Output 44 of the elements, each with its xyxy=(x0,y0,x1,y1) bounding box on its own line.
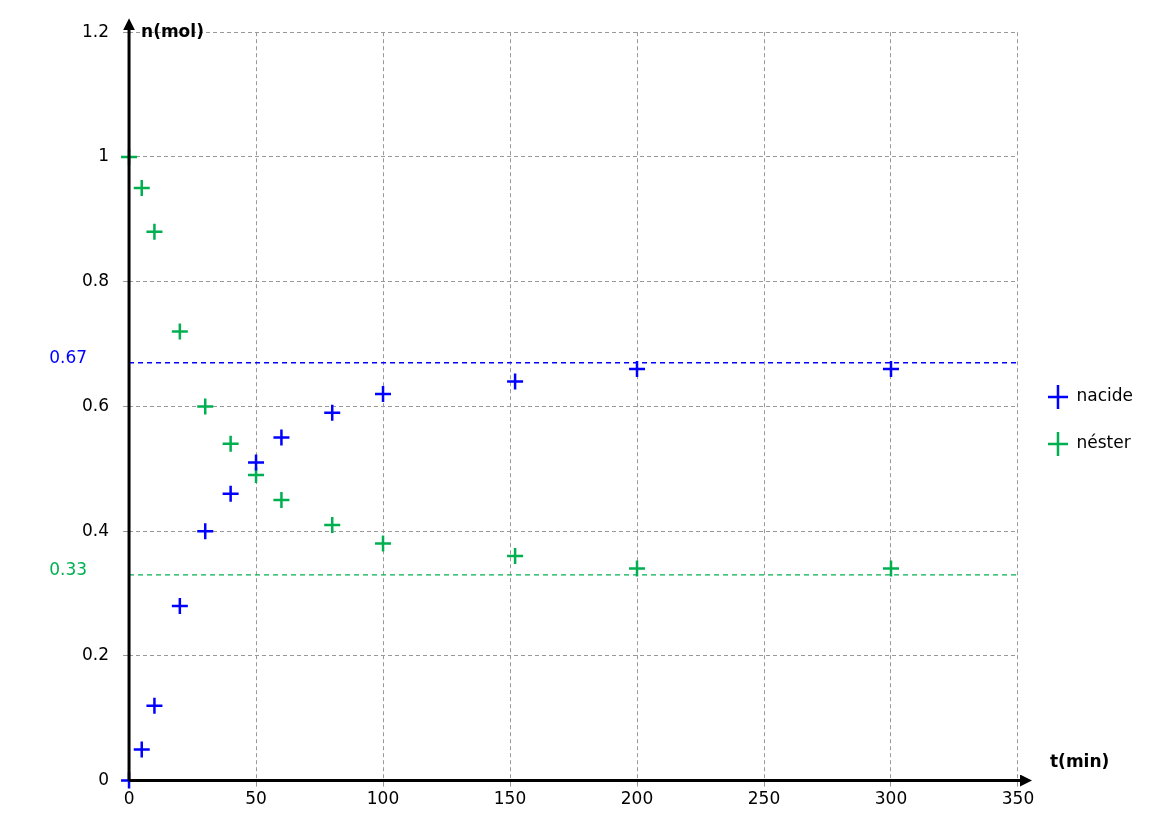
point xyxy=(627,559,647,578)
point xyxy=(170,596,190,616)
point xyxy=(322,403,342,422)
point xyxy=(195,397,215,416)
point xyxy=(881,359,901,379)
y-axis-title: n(mol) xyxy=(141,20,204,41)
point xyxy=(505,372,525,391)
x-tick-label: 100 xyxy=(366,788,400,809)
legend-label: néster xyxy=(1076,432,1131,453)
ref-line-label: 0.33 xyxy=(49,559,88,580)
legend-label: nacide xyxy=(1076,385,1133,406)
y-tick-label: 0 xyxy=(98,769,110,790)
x-tick-label: 0 xyxy=(123,788,135,809)
point xyxy=(132,740,151,759)
x-tick-label: 300 xyxy=(874,788,908,809)
y-tick-label: 0.2 xyxy=(81,644,110,665)
point xyxy=(246,453,266,472)
x-tick-label: 250 xyxy=(747,788,781,809)
x-tick-label: 350 xyxy=(1001,788,1035,809)
point xyxy=(272,428,291,447)
x-tick-label: 50 xyxy=(245,788,267,809)
y-tick-label: 0.4 xyxy=(81,519,110,540)
x-axis-title: t(min) xyxy=(1049,750,1110,771)
x-tick-label: 200 xyxy=(620,788,654,809)
point xyxy=(373,384,393,404)
point xyxy=(881,559,901,578)
point xyxy=(195,521,215,541)
point xyxy=(322,515,342,535)
point xyxy=(221,434,240,454)
x-tick-label: 150 xyxy=(493,788,527,809)
point xyxy=(145,696,164,716)
ref-line-label: 0.67 xyxy=(49,347,88,368)
point xyxy=(373,534,393,553)
y-tick-label: 0.6 xyxy=(81,394,110,415)
point xyxy=(627,359,647,379)
y-tick-label: 0.8 xyxy=(81,270,110,291)
point xyxy=(145,222,164,242)
y-tick-label: 1.2 xyxy=(81,20,110,41)
point xyxy=(272,490,291,510)
point xyxy=(505,546,525,566)
point xyxy=(221,484,240,503)
point xyxy=(170,322,190,341)
y-tick-label: 1 xyxy=(98,145,110,166)
point xyxy=(132,178,151,198)
